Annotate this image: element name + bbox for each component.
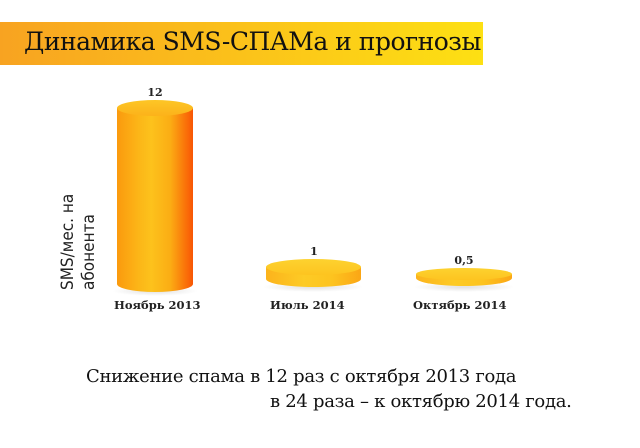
value-label-nov-2013: 12 (147, 86, 163, 99)
chart-title: Динамика SMS-СПАМа и прогнозы (24, 27, 481, 56)
summary-line-2: в 24 раза – к октябрю 2014 года. (270, 391, 572, 412)
bar-top (117, 100, 193, 116)
bar-shadow (262, 282, 364, 292)
y-axis-label: SMS/мес. на абонента (58, 194, 100, 290)
bar-top (416, 268, 512, 280)
value-label-jul-2014: 1 (310, 245, 318, 258)
category-label-oct-2014: Октябрь 2014 (413, 298, 507, 312)
y-axis-label-line-2: абонента (79, 214, 99, 290)
category-label-nov-2013: Ноябрь 2013 (114, 298, 201, 312)
bar-body (117, 108, 193, 292)
bar-shadow (413, 282, 515, 292)
title-banner: Динамика SMS-СПАМа и прогнозы (0, 22, 483, 65)
bar-oct-2014 (416, 268, 512, 286)
value-label-oct-2014: 0,5 (454, 254, 474, 267)
bar-top (266, 259, 361, 275)
bar-jul-2014 (266, 259, 361, 287)
bar-nov-2013 (117, 100, 193, 292)
category-label-jul-2014: Июль 2014 (270, 298, 345, 312)
y-axis-label-line-1: SMS/мес. на (58, 193, 78, 290)
summary-line-1: Снижение спама в 12 раз с октября 2013 г… (86, 366, 517, 387)
